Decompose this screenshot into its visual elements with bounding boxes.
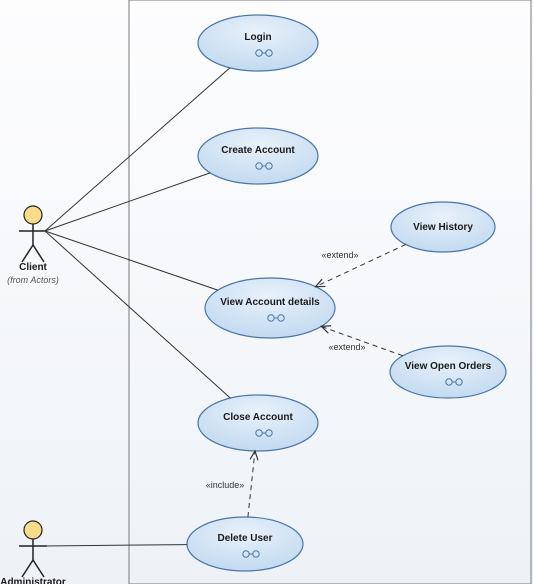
usecase-label: View History xyxy=(413,222,473,233)
dependency xyxy=(248,451,255,517)
stereotype-label: «extend» xyxy=(321,250,358,260)
usecase-label: Create Account xyxy=(221,145,295,156)
usecase-delete: Delete User xyxy=(187,517,303,571)
system-boundary xyxy=(129,0,531,584)
usecase-close: Close Account xyxy=(198,395,318,451)
usecase-label: View Account details xyxy=(220,297,320,308)
usecase-diagram: Login Create Account View History View Acco… xyxy=(0,0,533,584)
association xyxy=(45,231,230,398)
actor-sublabel: (from Actors) xyxy=(7,275,59,285)
actor-label: Client xyxy=(19,262,47,273)
usecase-label: Login xyxy=(244,32,271,43)
usecase-label: Close Account xyxy=(223,412,293,423)
usecase-login: Login xyxy=(198,15,318,71)
usecase-viewhist: View History xyxy=(391,202,495,252)
usecase-create: Create Account xyxy=(198,128,318,184)
actor-label: Administrator xyxy=(0,577,66,584)
usecase-viewacct: View Account details xyxy=(205,278,335,338)
usecase-label: Delete User xyxy=(217,533,272,544)
association xyxy=(45,173,210,231)
association xyxy=(45,231,218,290)
association xyxy=(45,545,187,546)
stereotype-label: «include» xyxy=(206,480,245,490)
actor-admin: Administrator xyxy=(0,521,66,584)
stereotype-label: «extend» xyxy=(328,342,365,352)
usecase-viewopen: View Open Orders xyxy=(390,346,506,398)
usecase-label: View Open Orders xyxy=(405,361,492,372)
actor-client: Client (from Actors) xyxy=(7,206,59,285)
